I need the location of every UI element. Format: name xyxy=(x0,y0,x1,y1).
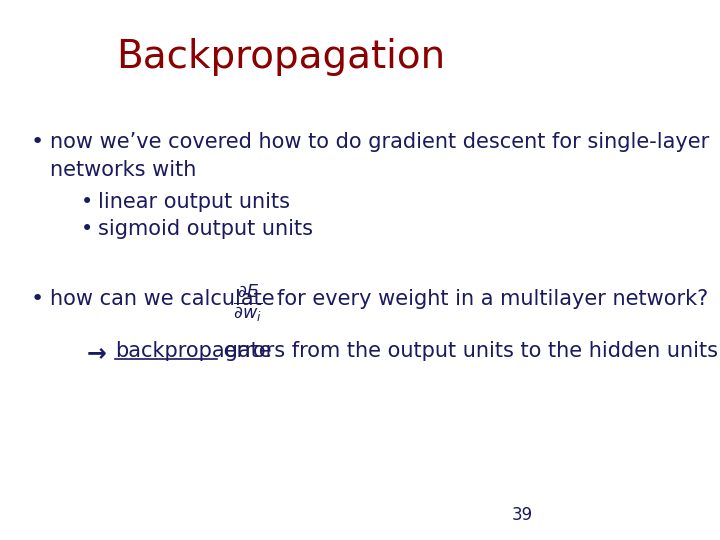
Text: 39: 39 xyxy=(511,506,533,524)
Text: backpropagate: backpropagate xyxy=(115,341,271,361)
Text: •: • xyxy=(81,219,94,239)
Text: •: • xyxy=(81,192,94,212)
Text: Backpropagation: Backpropagation xyxy=(116,38,445,76)
Text: for every weight in a multilayer network?: for every weight in a multilayer network… xyxy=(277,289,708,309)
Text: how can we calculate: how can we calculate xyxy=(50,289,275,309)
Text: sigmoid output units: sigmoid output units xyxy=(98,219,313,239)
Text: $\frac{\partial E}{\partial w_i}$: $\frac{\partial E}{\partial w_i}$ xyxy=(233,284,262,324)
Text: →: → xyxy=(87,341,107,365)
Text: •: • xyxy=(31,132,44,152)
Text: now we’ve covered how to do gradient descent for single-layer
networks with: now we’ve covered how to do gradient des… xyxy=(50,132,710,180)
Text: errors from the output units to the hidden units: errors from the output units to the hidd… xyxy=(217,341,719,361)
Text: linear output units: linear output units xyxy=(98,192,290,212)
Text: •: • xyxy=(31,289,44,309)
